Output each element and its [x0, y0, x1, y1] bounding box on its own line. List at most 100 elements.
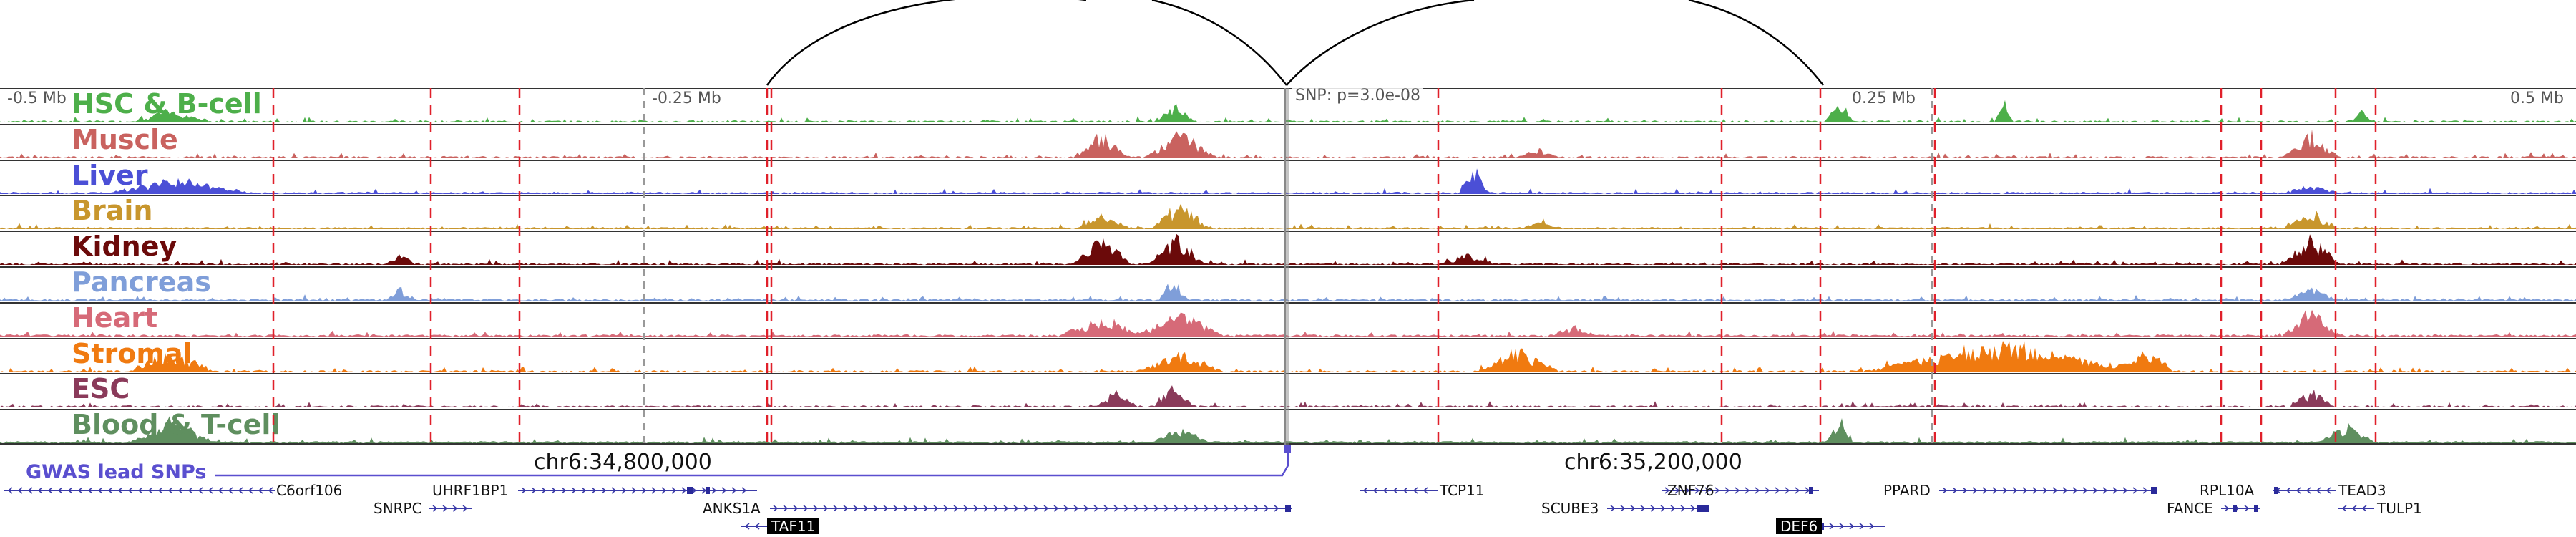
strand-arrow [1630, 505, 1636, 512]
strand-arrow [97, 487, 103, 494]
chr-position-label: chr6:34,800,000 [534, 450, 712, 475]
track-blood-t-cell: Blood & T-cell [0, 409, 2576, 445]
strand-arrow [873, 505, 879, 512]
strand-arrow [1690, 505, 1696, 512]
strand-arrow [1664, 487, 1670, 494]
strand-arrow [631, 487, 637, 494]
strand-arrow [1849, 523, 1855, 530]
strand-arrow [1942, 487, 1948, 494]
signal-tracks: HSC & B-cell Muscle Liver Brain Kidney P… [0, 88, 2576, 445]
gene-label[interactable]: ZNF76 [1667, 482, 1714, 499]
strand-arrow [2092, 487, 2098, 494]
strand-arrow [1234, 505, 1239, 512]
strand-arrow [107, 487, 113, 494]
strand-arrow [1194, 505, 1199, 512]
signal-area [0, 340, 2576, 372]
track-label: Blood & T-cell [72, 409, 280, 441]
strand-arrow [2002, 487, 2008, 494]
strand-arrow [2361, 505, 2367, 512]
strand-arrow [87, 487, 93, 494]
strand-arrow [1083, 505, 1089, 512]
gene-label[interactable]: FANCE [2167, 500, 2213, 517]
strand-arrow [1174, 505, 1179, 512]
strand-arrow [661, 487, 667, 494]
strand-arrow [1063, 505, 1069, 512]
strand-arrow [1785, 487, 1790, 494]
strand-arrow [197, 487, 203, 494]
strand-arrow [1755, 487, 1760, 494]
strand-arrow [1264, 505, 1269, 512]
strand-arrow [57, 487, 63, 494]
signal-hsc-b-cell [0, 100, 2576, 122]
strand-arrow [1003, 505, 1009, 512]
strand-arrow [853, 505, 859, 512]
gene-label[interactable]: DEF6 [1776, 518, 1823, 534]
strand-arrow [1274, 505, 1279, 512]
gene-label[interactable]: TEAD3 [2338, 482, 2386, 499]
strand-arrow [721, 487, 727, 494]
strand-arrow [681, 487, 687, 494]
gene-label[interactable]: TULP1 [2377, 500, 2422, 517]
signal-pancreas [0, 284, 2576, 301]
strand-arrow [1372, 487, 1378, 494]
strand-arrow [1143, 505, 1149, 512]
strand-arrow [691, 487, 697, 494]
signal-blood-t-cell [0, 416, 2576, 443]
strand-arrow [258, 487, 263, 494]
strand-arrow [731, 487, 737, 494]
signal-area [0, 168, 2576, 194]
gene-label[interactable]: SNRPC [374, 500, 422, 517]
strand-arrow [1013, 505, 1019, 512]
chr-position-label: chr6:35,200,000 [1564, 450, 1742, 475]
gene-label[interactable]: TCP11 [1440, 482, 1485, 499]
strand-arrow [2316, 487, 2321, 494]
strand-arrow [2224, 505, 2230, 512]
gene-label[interactable]: UHRF1BP1 [432, 482, 509, 499]
strand-arrow [2341, 505, 2347, 512]
strand-arrow [1423, 487, 1428, 494]
track-label: Stromal [72, 337, 192, 369]
signal-stromal [0, 340, 2576, 372]
strand-arrow [1859, 523, 1865, 530]
strand-arrow [2351, 505, 2357, 512]
strand-arrow [1392, 487, 1398, 494]
strand-arrow [2012, 487, 2018, 494]
strand-arrow [432, 505, 438, 512]
strand-arrow [1053, 505, 1059, 512]
strand-arrow [551, 487, 557, 494]
strand-arrow [1650, 505, 1656, 512]
signal-area [0, 100, 2576, 122]
strand-arrow [561, 487, 567, 494]
gene-label[interactable]: TAF11 [767, 518, 820, 534]
signal-area [0, 204, 2576, 230]
track-liver: Liver [0, 159, 2576, 195]
strand-arrow [2062, 487, 2068, 494]
snp-pvalue-label: SNP: p=3.0e-08 [1292, 87, 1423, 105]
strand-arrow [943, 505, 949, 512]
gene-label[interactable]: SCUBE3 [1541, 500, 1599, 517]
strand-arrow [2032, 487, 2038, 494]
strand-arrow [1775, 487, 1780, 494]
strand-arrow [1204, 505, 1209, 512]
strand-arrow [1765, 487, 1770, 494]
gene-label[interactable]: RPL10A [2200, 482, 2255, 499]
strand-arrow [2042, 487, 2048, 494]
track-label: HSC & B-cell [72, 88, 262, 120]
gene-label[interactable]: ANKS1A [703, 500, 761, 517]
strand-arrow [228, 487, 233, 494]
track-label: Pancreas [72, 266, 211, 298]
strand-arrow [47, 487, 53, 494]
strand-arrow [208, 487, 213, 494]
strand-arrow [37, 487, 43, 494]
gene-label[interactable]: C6orf106 [276, 482, 343, 499]
strand-arrow [913, 505, 919, 512]
signal-area [0, 309, 2576, 337]
strand-arrow [1714, 487, 1720, 494]
strand-arrow [1972, 487, 1978, 494]
gene-label[interactable]: PPARD [1883, 482, 1931, 499]
strand-arrow [1680, 505, 1686, 512]
track-label: Heart [72, 301, 158, 334]
strand-arrow [783, 505, 789, 512]
strand-arrow [1670, 505, 1676, 512]
signal-muscle [0, 129, 2576, 158]
